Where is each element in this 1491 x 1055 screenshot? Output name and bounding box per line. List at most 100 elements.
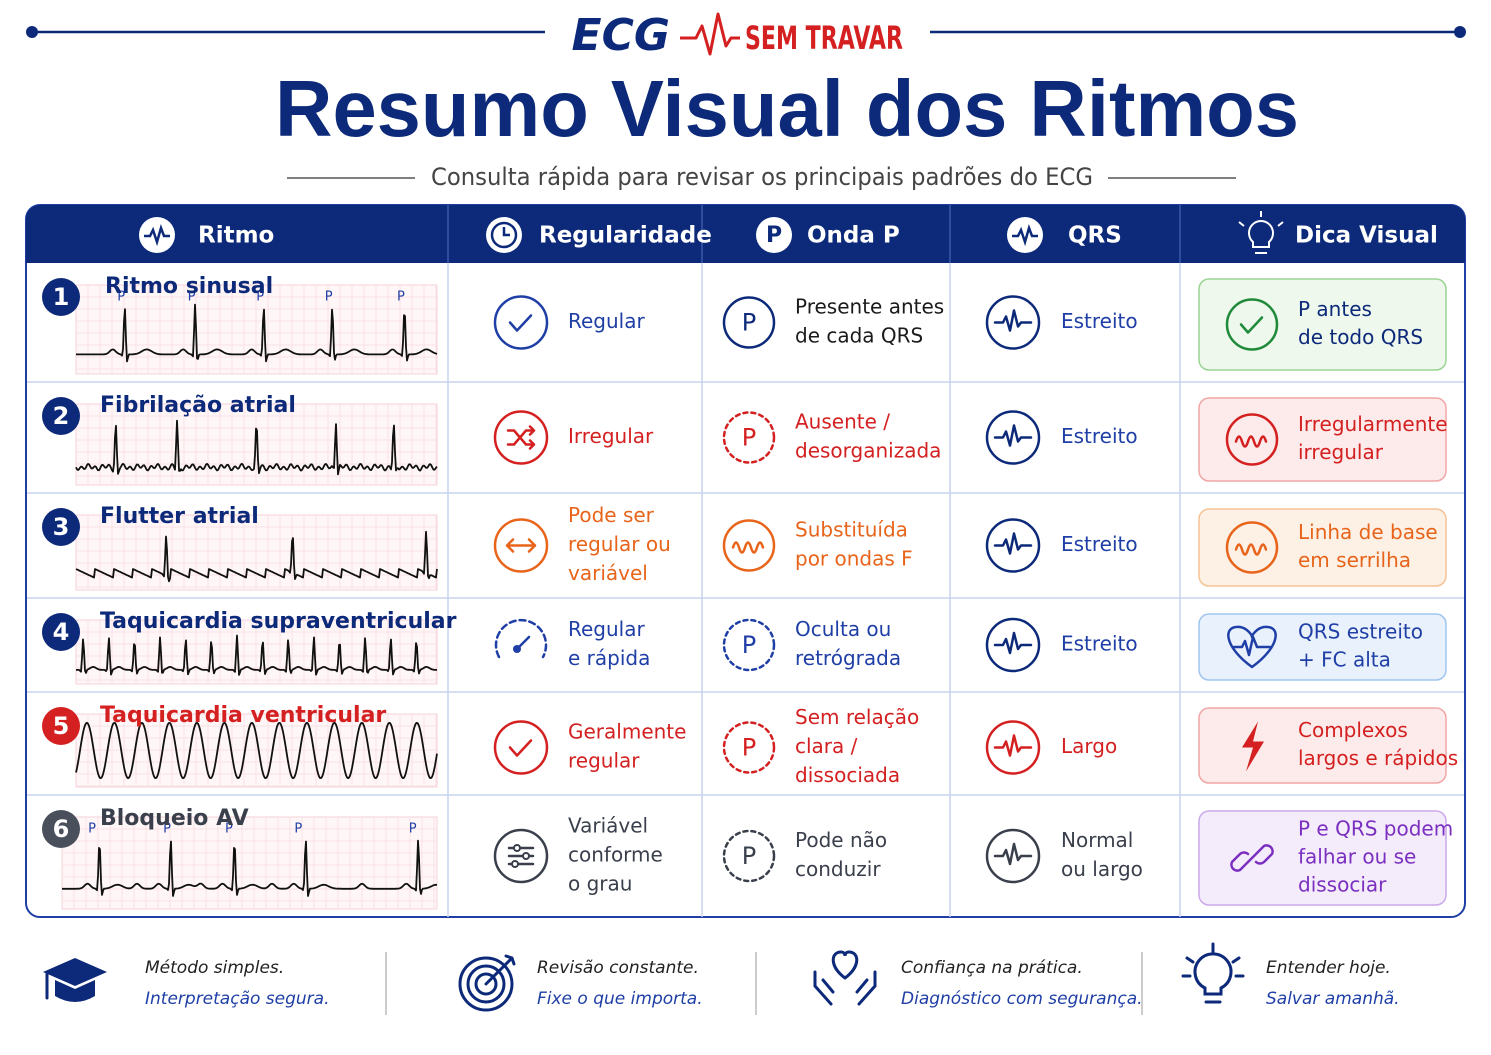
ecg-trace bbox=[62, 839, 437, 897]
regularity-icon bbox=[493, 410, 549, 465]
tip-icon bbox=[1225, 521, 1279, 574]
cell-text: Sem relação bbox=[795, 705, 919, 729]
cell-text: P antes bbox=[1298, 297, 1372, 321]
qrs-icon bbox=[985, 617, 1041, 673]
footer: Método simples. Interpretação segura. Revi… bbox=[43, 942, 1400, 1015]
tip-icon bbox=[1227, 625, 1277, 669]
ecg-strip bbox=[75, 619, 438, 685]
row-number: 1 bbox=[53, 283, 70, 311]
p-marker: P bbox=[88, 822, 96, 837]
tip-box bbox=[1198, 810, 1447, 906]
icon-ring bbox=[756, 217, 792, 253]
row-number: 2 bbox=[53, 402, 70, 430]
icon-shape bbox=[1230, 844, 1274, 872]
icon-ring bbox=[1225, 298, 1279, 351]
header-icon: P bbox=[756, 217, 792, 253]
icon-shape bbox=[1238, 211, 1284, 254]
rhythm-name: Bloqueio AV bbox=[100, 806, 249, 831]
row-number: 3 bbox=[53, 513, 70, 541]
icon-ring bbox=[493, 410, 549, 465]
cell-text: Largo bbox=[1061, 734, 1117, 758]
row-number-badge bbox=[42, 810, 80, 848]
ecg-grid bbox=[61, 816, 438, 910]
p-marker: P bbox=[325, 290, 333, 305]
column-header: Dica Visual bbox=[1295, 223, 1438, 249]
icon-shape bbox=[1242, 721, 1264, 772]
row-number-badge bbox=[42, 707, 80, 745]
cell-text: P e QRS podem bbox=[1298, 817, 1453, 841]
icon-shape bbox=[508, 314, 533, 332]
cell-text: desorganizada bbox=[795, 439, 941, 463]
regularity-icon bbox=[493, 518, 549, 573]
p-marker: P bbox=[188, 290, 196, 305]
cell-text: Geralmente bbox=[568, 720, 686, 744]
icon-shape bbox=[993, 842, 1033, 866]
footer-icon bbox=[43, 958, 107, 1002]
p-marker: P bbox=[294, 822, 302, 837]
p-wave-icon: P bbox=[722, 721, 776, 774]
icon-shape bbox=[993, 309, 1033, 332]
icon-shape bbox=[484, 954, 516, 986]
icon-shape bbox=[1234, 435, 1268, 448]
header-icon bbox=[1007, 217, 1043, 253]
cell-text: retrógrada bbox=[795, 646, 901, 670]
icon-letter: P bbox=[766, 223, 782, 248]
cell-text: Presente antes bbox=[795, 295, 944, 319]
icon-shape bbox=[55, 980, 95, 1002]
ecg-trace bbox=[76, 634, 437, 676]
cell-text: Normal bbox=[1061, 828, 1133, 852]
cell-text: falhar ou se bbox=[1298, 845, 1416, 869]
cell-text: Estreito bbox=[1061, 532, 1138, 556]
cell-text: clara / bbox=[795, 734, 858, 758]
p-marker: P bbox=[409, 822, 417, 837]
cell-text: Oculta ou bbox=[795, 617, 891, 641]
icon-ring bbox=[985, 720, 1041, 775]
icon-ring bbox=[722, 411, 776, 464]
tip-box bbox=[1198, 613, 1447, 681]
icon-letter: P bbox=[742, 631, 756, 659]
icon-shape bbox=[993, 424, 1033, 447]
cell-text: regular bbox=[568, 749, 640, 773]
footer-icon bbox=[1181, 942, 1245, 1004]
icon-shape bbox=[1239, 316, 1264, 334]
cell-text: Complexos bbox=[1298, 718, 1408, 742]
icon-ring bbox=[722, 721, 776, 774]
cell-text: por ondas F bbox=[795, 547, 913, 571]
icon-shape bbox=[1181, 942, 1245, 1004]
icon-ring bbox=[139, 217, 175, 253]
cell-text: Regular bbox=[568, 309, 645, 333]
tip-box bbox=[1198, 707, 1447, 784]
column-header: QRS bbox=[1068, 223, 1122, 249]
qrs-icon bbox=[985, 518, 1041, 573]
rhythm-name: Fibrilação atrial bbox=[100, 393, 296, 418]
p-wave-icon: P bbox=[722, 411, 776, 464]
rhythm-name: Taquicardia supraventricular bbox=[100, 609, 457, 634]
icon-shape bbox=[490, 221, 518, 249]
cell-text: em serrilha bbox=[1298, 548, 1411, 572]
page-subtitle: Consulta rápida para revisar os principa… bbox=[431, 163, 1093, 191]
icon-ring bbox=[493, 518, 549, 573]
cell-text: irregular bbox=[1298, 440, 1384, 464]
footer-icon bbox=[458, 954, 516, 1012]
icon-ring bbox=[722, 519, 776, 572]
icon-ring bbox=[1225, 521, 1279, 574]
column-header: Onda P bbox=[807, 223, 900, 249]
p-marker: P bbox=[256, 290, 264, 305]
icon-shape bbox=[466, 964, 506, 1004]
icon-ring bbox=[985, 828, 1041, 884]
cell-text: dissociada bbox=[795, 763, 900, 787]
cell-text: Substituída bbox=[795, 518, 908, 542]
icon-ring bbox=[985, 295, 1041, 350]
footer-line1: Método simples. bbox=[145, 958, 284, 978]
footer-line2: Salvar amanhã. bbox=[1266, 989, 1400, 1009]
header-icon bbox=[486, 217, 522, 253]
icon-letter: P bbox=[742, 734, 756, 762]
icon-shape bbox=[513, 645, 521, 653]
icon-ring bbox=[985, 617, 1041, 673]
regularity-icon bbox=[494, 618, 548, 659]
ecg-trace bbox=[75, 721, 438, 780]
table-header bbox=[26, 240, 1465, 263]
cell-text: dissociar bbox=[1298, 873, 1387, 897]
